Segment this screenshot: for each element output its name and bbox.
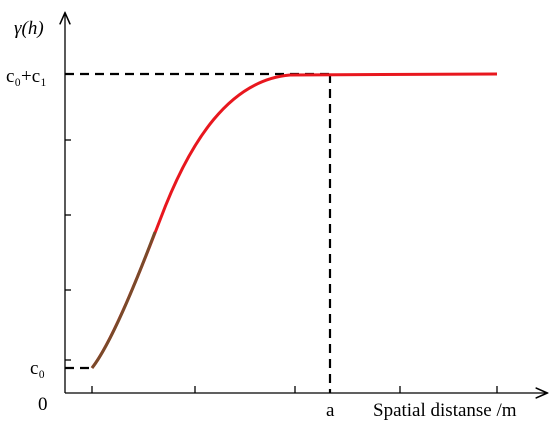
range-label: a <box>326 400 335 421</box>
axis-ticks <box>65 73 498 393</box>
nugget-label: c₀ <box>30 358 45 379</box>
curve-lower-segment <box>90 231 157 369</box>
sill-label: c₀+c₁ <box>6 66 47 87</box>
origin-label: 0 <box>38 394 48 415</box>
y-axis-label: γ(h) <box>14 18 44 39</box>
x-axis-title: Spatial distanse /m <box>373 400 517 421</box>
variogram-curve <box>90 72 498 369</box>
